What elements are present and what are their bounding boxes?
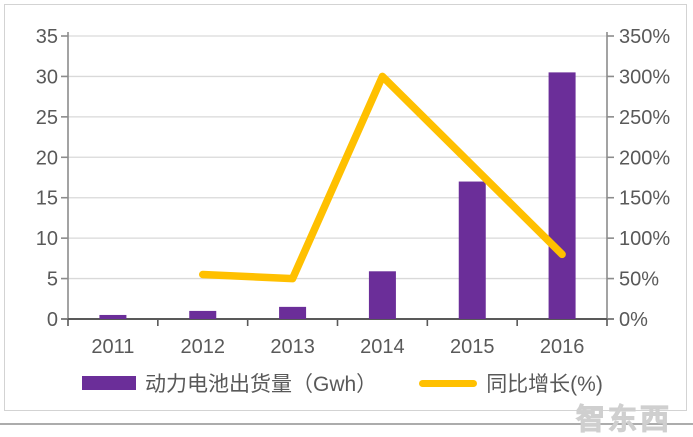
bottom-separator-line [0,423,693,425]
svg-text:10: 10 [36,228,58,250]
svg-text:35: 35 [36,26,58,48]
svg-text:0%: 0% [619,309,648,331]
bar-2015 [458,181,486,319]
svg-text:20: 20 [36,147,58,169]
legend-line-label: 同比增长(%) [486,373,603,396]
svg-text:250%: 250% [619,107,670,129]
svg-text:25: 25 [36,107,58,129]
bar-2012 [189,310,217,319]
svg-text:2016: 2016 [540,336,585,358]
svg-text:100%: 100% [619,228,670,250]
svg-text:5: 5 [47,269,58,291]
svg-text:0: 0 [47,309,58,331]
svg-text:300%: 300% [619,66,670,88]
svg-text:2011: 2011 [91,336,134,358]
svg-text:150%: 150% [619,188,670,210]
svg-text:2012: 2012 [181,336,226,358]
chart-legend: 动力电池出货量（Gwh） 同比增长(%) [82,371,603,396]
bar-2013 [279,306,307,319]
growth-line [199,72,566,283]
legend-bar-label: 动力电池出货量（Gwh） [145,373,378,396]
bar-2011 [99,314,127,319]
bar-2016 [548,72,576,319]
svg-text:2014: 2014 [360,336,405,358]
svg-text:50%: 50% [619,269,659,291]
svg-text:2013: 2013 [270,336,315,358]
svg-text:350%: 350% [619,26,670,48]
svg-text:200%: 200% [619,147,670,169]
bar-2014 [368,271,396,319]
svg-text:15: 15 [36,188,58,210]
legend-line-swatch-icon [419,379,478,387]
watermark-text: 智东西 [575,404,673,437]
legend-bar-swatch-icon [82,376,136,390]
svg-text:30: 30 [36,66,58,88]
svg-text:2015: 2015 [450,336,495,358]
